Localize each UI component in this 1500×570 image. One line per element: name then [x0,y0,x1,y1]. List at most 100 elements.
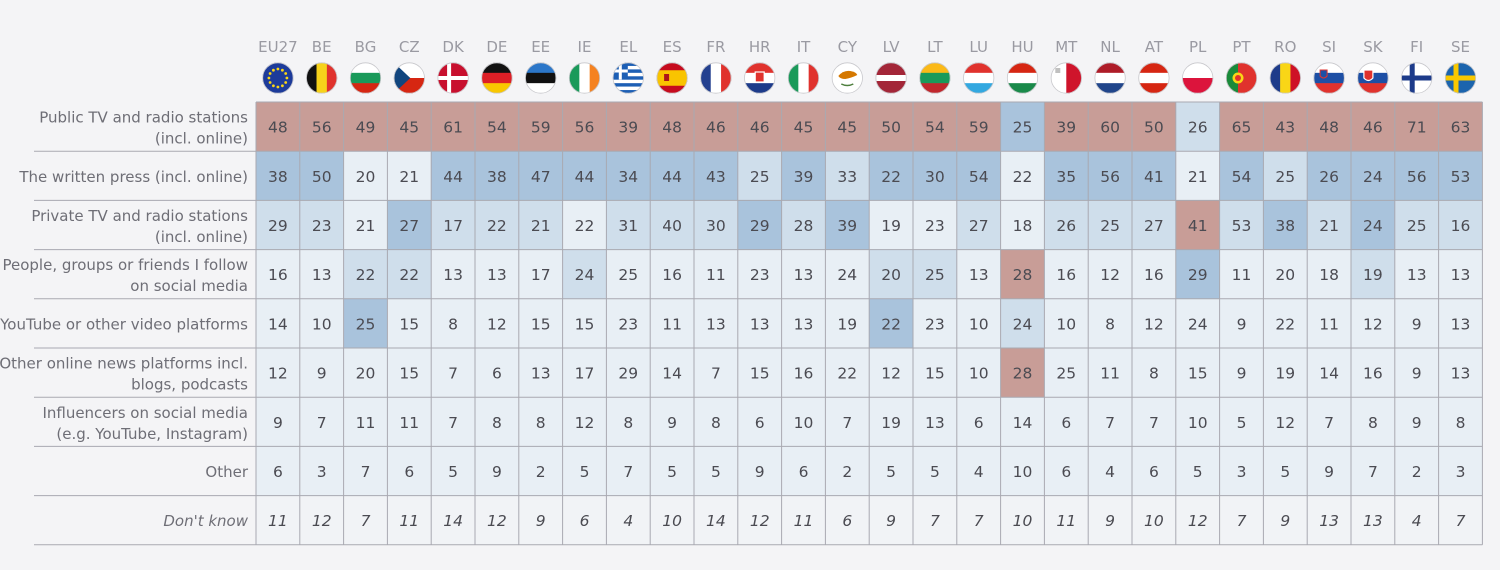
cell-ee-row-1 [518,102,563,152]
value-bg-row-4: 22 [356,266,376,284]
value-fr-row-8: 5 [711,463,721,481]
cell-it-row-2 [781,151,826,201]
cell-se-row-7 [1438,397,1483,447]
value-si-row-2: 26 [1319,168,1339,186]
cell-bg-row-7 [343,397,388,447]
value-nl-row-6: 11 [1100,365,1120,383]
value-lv-row-4: 20 [881,266,901,284]
value-lv-row-3: 19 [881,217,901,235]
cell-ro-row-3 [1263,200,1308,250]
value-hu-row-7: 14 [1013,414,1033,432]
value-hr-row-6: 15 [750,365,770,383]
value-it-row-1: 45 [794,119,814,137]
cell-ie-row-9 [562,495,607,545]
cell-se-row-9 [1438,495,1483,545]
value-cy-row-6: 22 [837,365,857,383]
value-hu-row-3: 18 [1013,217,1033,235]
italy-flag-icon [788,62,819,94]
cell-be-row-2 [299,151,344,201]
country-header-el: EL [619,38,637,56]
value-si-row-5: 11 [1319,315,1339,333]
eu-flag-icon [262,62,294,94]
cell-cz-row-8 [387,446,432,496]
value-se-row-3: 16 [1451,217,1471,235]
cell-cz-row-5 [387,298,432,348]
cell-dk-row-1 [431,102,475,152]
cell-eu27-row-8 [256,446,300,496]
luxembourg-flag-icon [963,62,995,94]
value-de-row-9: 12 [487,512,507,530]
cell-lv-row-4 [869,249,913,299]
value-pt-row-5: 9 [1237,315,1247,333]
cell-mt-row-1 [1044,102,1089,152]
value-lu-row-4: 13 [969,266,989,284]
value-fi-row-6: 9 [1412,365,1422,383]
cell-nl-row-3 [1088,200,1132,250]
cell-lu-row-3 [956,200,1001,250]
value-cz-row-5: 15 [399,315,419,333]
croatia-flag-icon [744,62,776,94]
cell-lu-row-1 [956,102,1001,152]
value-at-row-6: 8 [1149,365,1159,383]
cell-at-row-4 [1132,249,1176,299]
value-ee-row-3: 21 [531,217,551,235]
cell-be-row-9 [299,495,344,545]
value-hr-row-7: 6 [755,414,765,432]
value-be-row-1: 56 [312,119,332,137]
cell-es-row-1 [650,102,694,152]
cell-hu-row-7 [1000,397,1045,447]
row-label-1: Public TV and radio stations [39,109,248,127]
value-bg-row-2: 20 [356,168,376,186]
cell-pt-row-8 [1219,446,1264,496]
cell-ie-row-5 [562,298,607,348]
value-it-row-5: 13 [794,315,814,333]
czechia-flag-icon [393,62,425,94]
cell-fi-row-8 [1394,446,1439,496]
cell-pl-row-7 [1175,397,1220,447]
value-lv-row-1: 50 [881,119,901,137]
cell-si-row-4 [1307,249,1351,299]
value-cz-row-8: 6 [404,463,414,481]
row-label-3: (incl. online) [155,228,248,246]
value-hu-row-4: 28 [1013,266,1033,284]
value-fr-row-5: 13 [706,315,726,333]
cell-de-row-3 [475,200,519,250]
cell-hr-row-6 [737,348,782,398]
value-fi-row-4: 13 [1407,266,1427,284]
value-sk-row-9: 13 [1363,512,1383,530]
cell-sk-row-2 [1351,151,1395,201]
value-pl-row-6: 15 [1188,365,1208,383]
value-ie-row-1: 56 [575,119,595,137]
value-sk-row-3: 24 [1363,217,1383,235]
latvia-flag-icon [875,62,907,94]
row-label-7: (e.g. YouTube, Instagram) [56,425,248,443]
value-fi-row-9: 4 [1412,512,1422,530]
value-fi-row-3: 25 [1407,217,1427,235]
cell-ie-row-3 [562,200,607,250]
cell-be-row-1 [299,102,344,152]
cell-lu-row-2 [956,151,1001,201]
value-at-row-8: 6 [1149,463,1159,481]
value-hr-row-8: 9 [755,463,765,481]
value-pt-row-6: 9 [1237,365,1247,383]
cell-hu-row-4 [1000,249,1045,299]
cell-be-row-7 [299,397,344,447]
cell-pt-row-7 [1219,397,1264,447]
cell-se-row-4 [1438,249,1483,299]
cell-si-row-8 [1307,446,1351,496]
portugal-flag-icon [1226,62,1257,94]
value-be-row-9: 12 [312,512,332,530]
cell-hu-row-6 [1000,348,1045,398]
cell-lv-row-8 [869,446,913,496]
country-flags [262,62,1477,94]
cell-cy-row-7 [825,397,870,447]
cell-de-row-2 [475,151,519,201]
cell-lu-row-8 [956,446,1001,496]
value-de-row-1: 54 [487,119,507,137]
value-be-row-2: 50 [312,168,332,186]
cell-pl-row-3 [1175,200,1220,250]
cell-es-row-8 [650,446,694,496]
cell-de-row-9 [475,495,519,545]
cell-cz-row-6 [387,348,432,398]
value-ie-row-5: 15 [575,315,595,333]
